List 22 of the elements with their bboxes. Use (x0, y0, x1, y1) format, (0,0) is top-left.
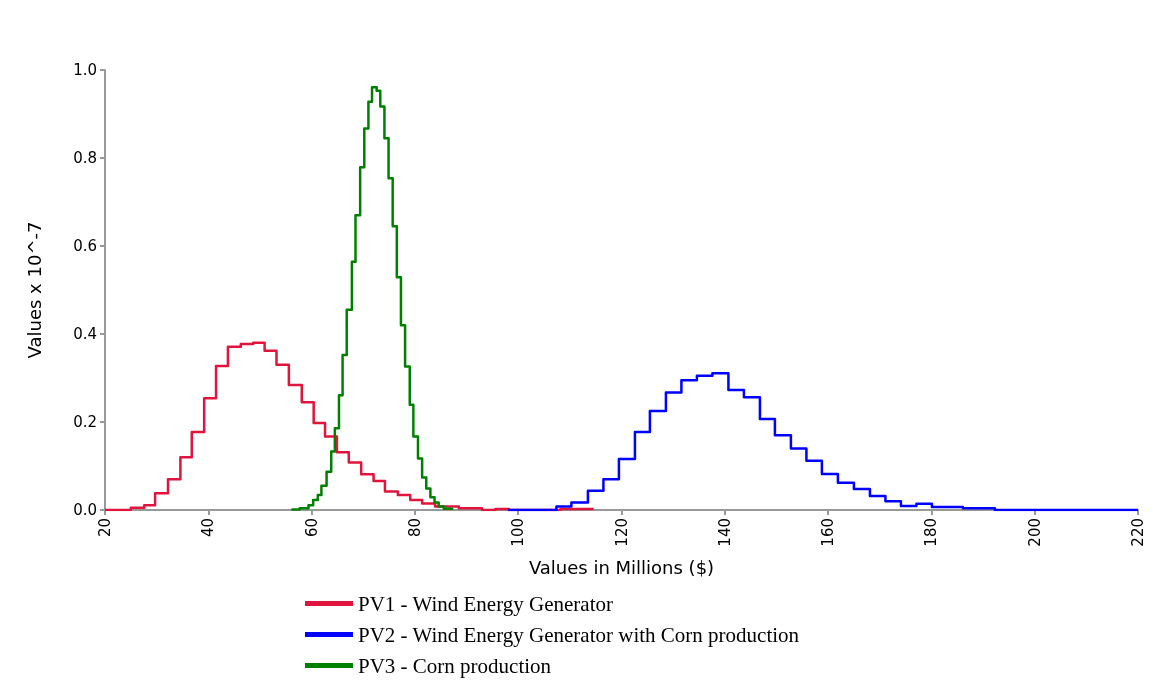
x-tick-label: 60 (302, 518, 321, 538)
legend-label: PV3 - Corn production (358, 653, 552, 678)
x-tick-label: 20 (96, 518, 114, 538)
y-tick-label: 0.8 (73, 149, 97, 167)
x-tick-label: 40 (199, 518, 218, 538)
x-axis-title: Values in Millions ($) (528, 556, 715, 578)
x-tick-label: 160 (819, 518, 838, 547)
x-tick-label: 200 (1025, 518, 1044, 547)
x-tick-label: 100 (509, 518, 528, 547)
x-tick-label: 120 (612, 518, 631, 547)
legend-label: PV2 - Wind Energy Generator with Corn production (358, 622, 800, 647)
legend-label: PV1 - Wind Energy Generator (358, 591, 613, 616)
y-tick-label: 0.0 (73, 501, 97, 519)
x-tick-label: 220 (1129, 518, 1147, 547)
y-axis-title: Values x 10^-7 (23, 221, 45, 359)
x-tick-label: 180 (922, 518, 941, 547)
y-tick-label: 0.6 (73, 237, 97, 255)
x-tick-label: 140 (715, 518, 734, 547)
y-tick-label: 0.2 (73, 413, 97, 431)
y-tick-label: 1.0 (73, 61, 97, 79)
y-tick-label: 0.4 (73, 325, 97, 343)
x-tick-label: 80 (405, 518, 424, 538)
